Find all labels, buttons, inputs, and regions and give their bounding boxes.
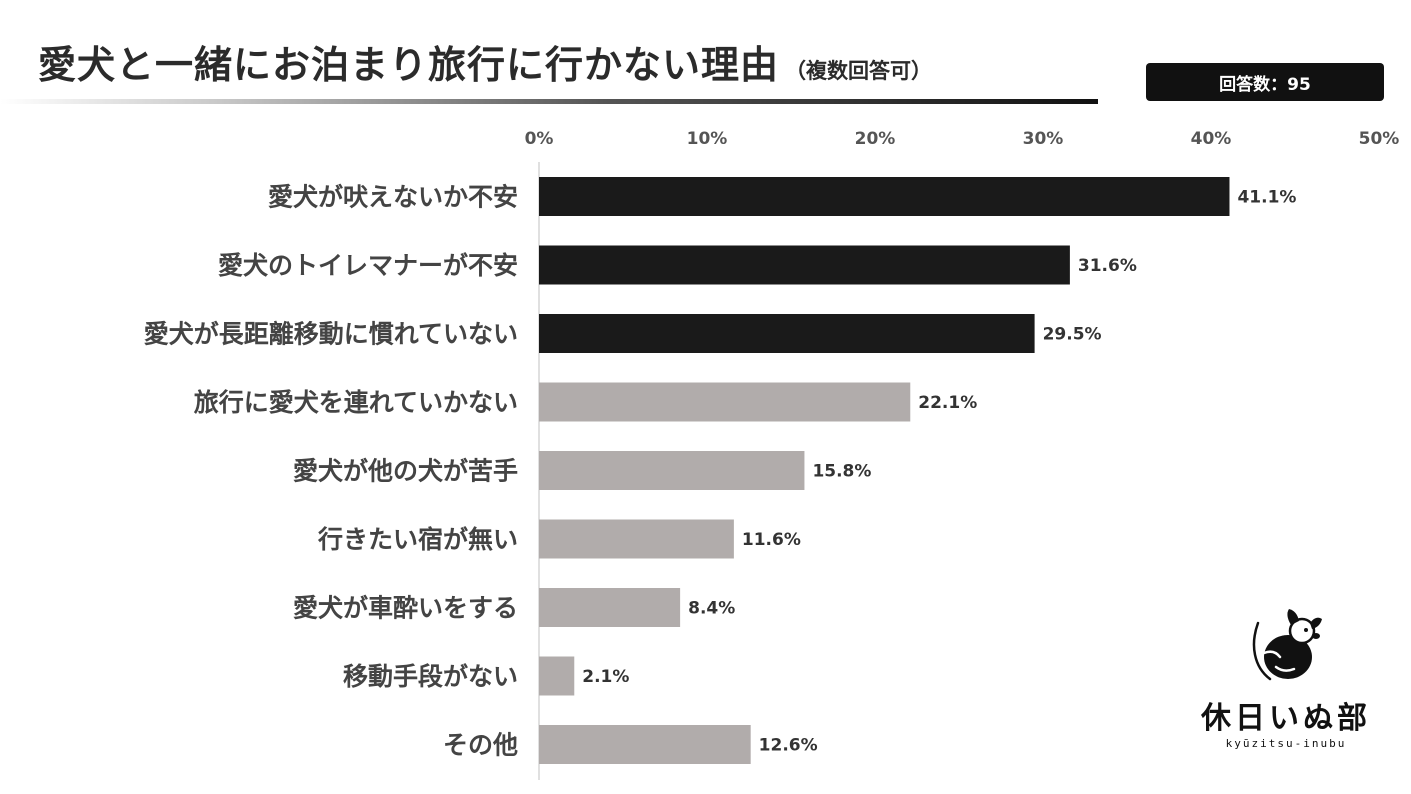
chart-subtitle: （複数回答可）: [785, 59, 933, 83]
x-tick-label: 50%: [1359, 129, 1400, 149]
category-label: 愛犬のトイレマナーが不安: [218, 251, 518, 280]
category-label: 愛犬が吠えないか不安: [268, 183, 518, 212]
x-tick-label: 0%: [525, 129, 554, 149]
respondents-badge: 回答数：95: [1146, 63, 1384, 101]
category-label: 旅行に愛犬を連れていかない: [194, 388, 518, 417]
dog-mascot-icon: [1252, 609, 1322, 681]
data-label: 15.8%: [812, 462, 871, 482]
x-tick-label: 10%: [687, 129, 728, 149]
data-label: 41.1%: [1237, 188, 1296, 208]
data-label: 2.1%: [582, 667, 629, 687]
bar: [539, 725, 751, 764]
bar: [539, 656, 575, 696]
brand-name: 休日いぬ部: [1201, 701, 1371, 736]
bar: [539, 588, 681, 627]
chart-title: 愛犬と一緒にお泊まり旅行に行かない理由: [38, 43, 780, 87]
data-label: 12.6%: [759, 736, 818, 756]
x-tick-label: 30%: [1023, 129, 1064, 149]
category-label: 愛犬が車酔いをする: [293, 594, 518, 623]
bar: [539, 382, 911, 422]
data-label: 29.5%: [1043, 325, 1102, 345]
x-tick-label: 40%: [1191, 129, 1232, 149]
x-tick-label: 20%: [855, 129, 896, 149]
category-label: その他: [443, 731, 518, 760]
bar: [539, 177, 1230, 216]
data-label: 11.6%: [742, 530, 801, 550]
title-underline: [0, 99, 1098, 104]
brand-logo: 休日いぬ部 kyūzitsu-inubu: [1196, 605, 1376, 755]
data-label: 22.1%: [918, 393, 977, 413]
bar: [539, 314, 1035, 353]
bar: [539, 245, 1070, 285]
bar: [539, 519, 734, 559]
data-label: 8.4%: [688, 599, 735, 619]
category-label: 愛犬が長距離移動に慣れていない: [144, 320, 518, 349]
category-label: 行きたい宿が無い: [317, 525, 518, 554]
bar: [539, 451, 805, 490]
category-label: 移動手段がない: [343, 662, 518, 691]
data-label: 31.6%: [1078, 256, 1137, 276]
brand-romaji: kyūzitsu-inubu: [1225, 737, 1347, 750]
category-label: 愛犬が他の犬が苦手: [293, 457, 518, 486]
chart-title-block: 愛犬と一緒にお泊まり旅行に行かない理由 （複数回答可）: [38, 34, 932, 89]
